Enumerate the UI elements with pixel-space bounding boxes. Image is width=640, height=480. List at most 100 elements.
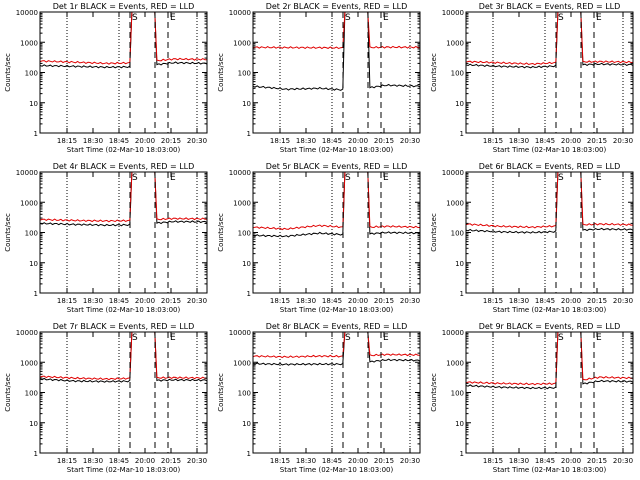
x-tick-label: 20:00 (561, 137, 581, 145)
y-tick-label: 100 (238, 390, 251, 398)
marker-label-E: E (170, 173, 176, 183)
x-tick-label: 18:45 (322, 137, 342, 145)
x-tick-label: 18:30 (509, 457, 529, 465)
y-tick-label: 1 (247, 130, 251, 138)
series-line-lld (252, 171, 420, 231)
y-tick-label: 10000 (442, 329, 464, 337)
x-tick-label: 18:30 (296, 297, 316, 305)
x-axis-label: Start Time (02-Mar-10 18:03:00) (67, 466, 181, 474)
series-line-events (39, 171, 208, 227)
y-tick-label: 100 (451, 70, 464, 78)
x-tick-label: 20:00 (135, 457, 155, 465)
x-tick-label: 20:15 (374, 297, 394, 305)
x-tick-label: 18:30 (296, 137, 316, 145)
y-tick-label: 10 (242, 260, 251, 268)
y-tick-label: 1 (247, 290, 251, 298)
series-line-events (465, 11, 634, 69)
series-line-lld (252, 11, 421, 50)
marker-label-S: S (345, 13, 351, 23)
x-tick-label: 20:30 (187, 137, 207, 145)
y-axis-label: Counts/sec (4, 373, 12, 412)
x-tick-label: 18:15 (270, 297, 290, 305)
x-tick-label: 20:15 (587, 457, 607, 465)
y-tick-label: 100 (238, 230, 251, 238)
x-tick-label: 20:30 (400, 457, 420, 465)
y-tick-label: 1000 (446, 199, 464, 207)
series-line-lld (252, 331, 420, 359)
x-tick-label: 20:15 (587, 137, 607, 145)
series-line-lld (39, 171, 207, 223)
x-tick-label: 18:45 (322, 297, 342, 305)
detector-panel-1: Det 1r BLACK = Events, RED = LLD S E 1 10 100… (4, 2, 208, 154)
detector-panel-5: Det 5r BLACK = Events, RED = LLD S E 1 10 100… (217, 162, 421, 314)
x-tick-label: 20:30 (613, 297, 633, 305)
y-tick-label: 10 (242, 100, 251, 108)
detector-panel-3: Det 3r BLACK = Events, RED = LLD S E 1 10 100… (430, 2, 634, 154)
x-tick-label: 20:15 (587, 297, 607, 305)
x-tick-label: 20:00 (348, 457, 368, 465)
marker-label-S: S (132, 13, 138, 23)
y-tick-label: 10000 (229, 169, 251, 177)
y-axis-label: Counts/sec (217, 213, 225, 252)
y-tick-label: 1000 (446, 359, 464, 367)
series-line-lld (465, 331, 634, 386)
y-tick-label: 1000 (20, 359, 38, 367)
y-axis-label: Counts/sec (217, 373, 225, 412)
marker-label-E: E (596, 173, 602, 183)
y-tick-label: 10 (29, 100, 38, 108)
plot-frame (252, 331, 421, 454)
y-tick-label: 10 (455, 100, 464, 108)
y-tick-label: 10 (29, 420, 38, 428)
y-tick-label: 1000 (446, 39, 464, 47)
y-tick-label: 10 (29, 260, 38, 268)
marker-label-S: S (132, 333, 138, 343)
y-tick-label: 1000 (233, 199, 251, 207)
x-tick-label: 18:45 (535, 457, 555, 465)
series-line-events (252, 11, 421, 91)
y-tick-label: 1 (34, 290, 38, 298)
panel-title: Det 1r BLACK = Events, RED = LLD (53, 2, 195, 11)
x-tick-label: 18:45 (109, 297, 129, 305)
detector-panel-7: Det 7r BLACK = Events, RED = LLD S E 1 10 100… (4, 322, 208, 474)
x-tick-label: 18:30 (83, 457, 103, 465)
x-axis-label: Start Time (02-Mar-10 18:03:00) (493, 306, 607, 314)
marker-label-E: E (383, 333, 389, 343)
x-tick-label: 20:15 (161, 137, 181, 145)
y-axis-label: Counts/sec (4, 53, 12, 92)
x-tick-label: 18:15 (57, 457, 77, 465)
x-tick-label: 18:15 (57, 137, 77, 145)
y-tick-label: 1 (34, 450, 38, 458)
x-tick-label: 20:15 (374, 137, 394, 145)
y-tick-label: 1 (34, 130, 38, 138)
x-tick-label: 18:45 (322, 457, 342, 465)
x-tick-label: 20:00 (561, 297, 581, 305)
marker-label-S: S (132, 173, 138, 183)
y-tick-label: 100 (238, 70, 251, 78)
y-tick-label: 10 (455, 420, 464, 428)
marker-label-E: E (170, 13, 176, 23)
x-tick-label: 18:15 (57, 297, 77, 305)
series-line-events (465, 331, 634, 390)
marker-label-E: E (383, 173, 389, 183)
series-line-events (465, 171, 634, 234)
y-tick-label: 100 (25, 390, 38, 398)
x-tick-label: 18:45 (109, 457, 129, 465)
x-axis-label: Start Time (02-Mar-10 18:03:00) (280, 146, 394, 154)
y-tick-label: 1000 (20, 39, 38, 47)
y-tick-label: 100 (451, 390, 464, 398)
y-tick-label: 10000 (16, 9, 38, 17)
y-tick-label: 10000 (442, 169, 464, 177)
detector-panel-4: Det 4r BLACK = Events, RED = LLD S E 1 10 100… (4, 162, 208, 314)
plot-frame (39, 11, 208, 134)
panel-title: Det 6r BLACK = Events, RED = LLD (479, 162, 621, 171)
y-axis-label: Counts/sec (4, 213, 12, 252)
plot-frame (252, 11, 421, 134)
y-tick-label: 10000 (229, 329, 251, 337)
series-line-events (252, 331, 421, 366)
x-tick-label: 18:30 (509, 297, 529, 305)
x-tick-label: 18:45 (535, 297, 555, 305)
x-tick-label: 20:15 (374, 457, 394, 465)
x-tick-label: 18:15 (483, 137, 503, 145)
y-tick-label: 10 (242, 420, 251, 428)
